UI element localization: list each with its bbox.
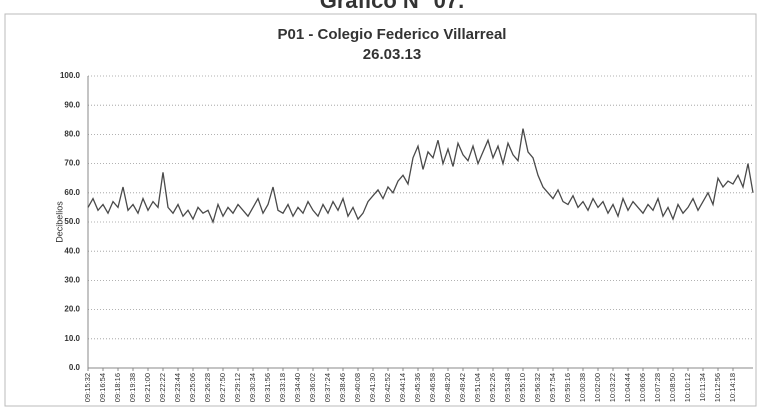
x-tick-label: 10:04:44 [623,373,632,402]
data-line [87,128,754,224]
x-tick-label: 09:27:50 [218,373,227,402]
y-tick-label: 50.0 [64,217,80,226]
x-tick-label: 09:53:48 [503,373,512,402]
y-tick-label: 60.0 [64,188,80,197]
x-tick-label: 10:03:22 [608,373,617,402]
y-tick-label: 70.0 [64,159,80,168]
x-tick-label: 09:33:18 [278,373,287,402]
x-tick-label: 09:46:58 [428,373,437,402]
x-tick-label: 09:26:28 [203,373,212,402]
x-tick-label: 09:29:12 [233,373,242,402]
y-tick-label: 0.0 [69,363,81,372]
chart-heading: Gráfico N° 07. [320,0,465,13]
y-tick-label: 80.0 [64,130,80,139]
x-tick-label: 09:37:24 [323,373,332,402]
x-tick-label: 09:21:00 [143,373,152,402]
x-tick-label: 09:55:10 [518,373,527,402]
x-tick-label: 09:34:40 [293,373,302,402]
y-tick-label: 40.0 [64,246,80,255]
x-tick-label: 09:41:30 [368,373,377,402]
x-tick-label: 09:59:16 [563,373,572,402]
x-tick-label: 10:00:38 [578,373,587,402]
x-tick-label: 10:06:06 [638,373,647,402]
chart-frame [4,13,757,407]
x-tick-label: 09:44:14 [398,373,407,402]
y-axis-label: Decibelios [54,201,64,243]
x-tick-label: 09:36:02 [308,373,317,402]
chart-subtitle: 26.03.13 [363,46,421,63]
x-tick-label: 09:15:32 [83,373,92,402]
y-tick-label: 30.0 [64,276,80,285]
x-tick-label: 10:12:56 [713,373,722,402]
x-tick-label: 10:08:50 [668,373,677,402]
x-tick-label: 10:11:34 [698,373,707,402]
x-tick-label: 09:42:52 [383,373,392,402]
x-tick-label: 09:48:20 [443,373,452,402]
x-tick-label: 09:57:54 [548,373,557,402]
x-tick-label: 09:25:06 [188,373,197,402]
x-tick-label: 09:51:04 [473,373,482,402]
x-tick-label: 09:30:34 [248,373,257,402]
x-tick-label: 09:31:56 [263,373,272,402]
x-tick-label: 09:19:38 [128,373,137,402]
x-tick-label: 09:18:16 [113,373,122,402]
y-tick-label: 10.0 [64,334,80,343]
x-tick-label: 09:52:26 [488,373,497,402]
x-tick-label: 09:38:46 [338,373,347,402]
x-tick-label: 10:02:00 [593,373,602,402]
chart-title: P01 - Colegio Federico Villarreal [278,26,507,43]
x-tick-label: 10:07:28 [653,373,662,402]
x-tick-label: 10:14:18 [728,373,737,402]
y-tick-label: 20.0 [64,305,80,314]
x-tick-label: 09:40:08 [353,373,362,402]
x-tick-label: 09:23:44 [173,373,182,402]
x-tick-label: 10:10:12 [683,373,692,402]
y-tick-label: 90.0 [64,100,80,109]
x-tick-label: 09:45:36 [413,373,422,402]
x-tick-label: 09:49:42 [458,373,467,402]
x-tick-label: 09:22:22 [158,373,167,402]
x-tick-label: 09:56:32 [533,373,542,402]
y-tick-label: 100.0 [60,71,81,80]
x-tick-label: 09:16:54 [98,373,107,402]
